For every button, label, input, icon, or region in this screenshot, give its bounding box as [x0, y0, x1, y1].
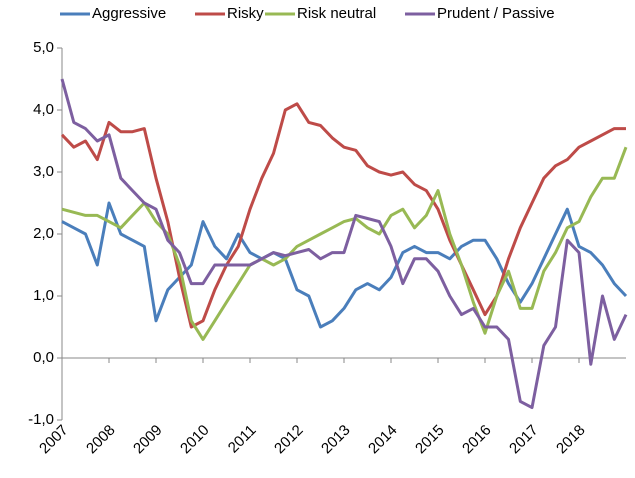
series-line	[60, 102, 626, 329]
x-tick-label: 2016	[459, 422, 495, 458]
series-line	[61, 146, 628, 341]
legend-label: Prudent / Passive	[437, 5, 555, 22]
x-tick-label: 2009	[130, 422, 166, 458]
x-tick-label: 2011	[225, 422, 260, 457]
series-line	[60, 78, 628, 410]
x-tick-label: 2010	[177, 422, 213, 458]
x-tick-label: 2014	[365, 422, 401, 458]
y-tick-label: 5,0	[33, 39, 54, 56]
series-line	[61, 201, 628, 329]
y-tick-label: 0,0	[33, 349, 54, 366]
y-tick-label: 2,0	[33, 225, 54, 242]
legend-label: Aggressive	[92, 5, 166, 22]
x-tick-label: 2008	[83, 422, 119, 458]
legend-label: Risky	[227, 5, 264, 22]
x-tick-label: 2013	[318, 422, 354, 458]
y-tick-label: 1,0	[33, 287, 54, 304]
x-tick-label: 2017	[506, 422, 542, 458]
x-tick-label: 2018	[553, 422, 589, 458]
x-tick-label: 2015	[412, 422, 448, 458]
x-tick-label: 2012	[271, 422, 307, 458]
y-tick-label: 3,0	[33, 163, 54, 180]
y-tick-label: 4,0	[33, 101, 54, 118]
y-tick-label: -1,0	[28, 411, 54, 428]
legend-label: Risk neutral	[297, 5, 376, 22]
